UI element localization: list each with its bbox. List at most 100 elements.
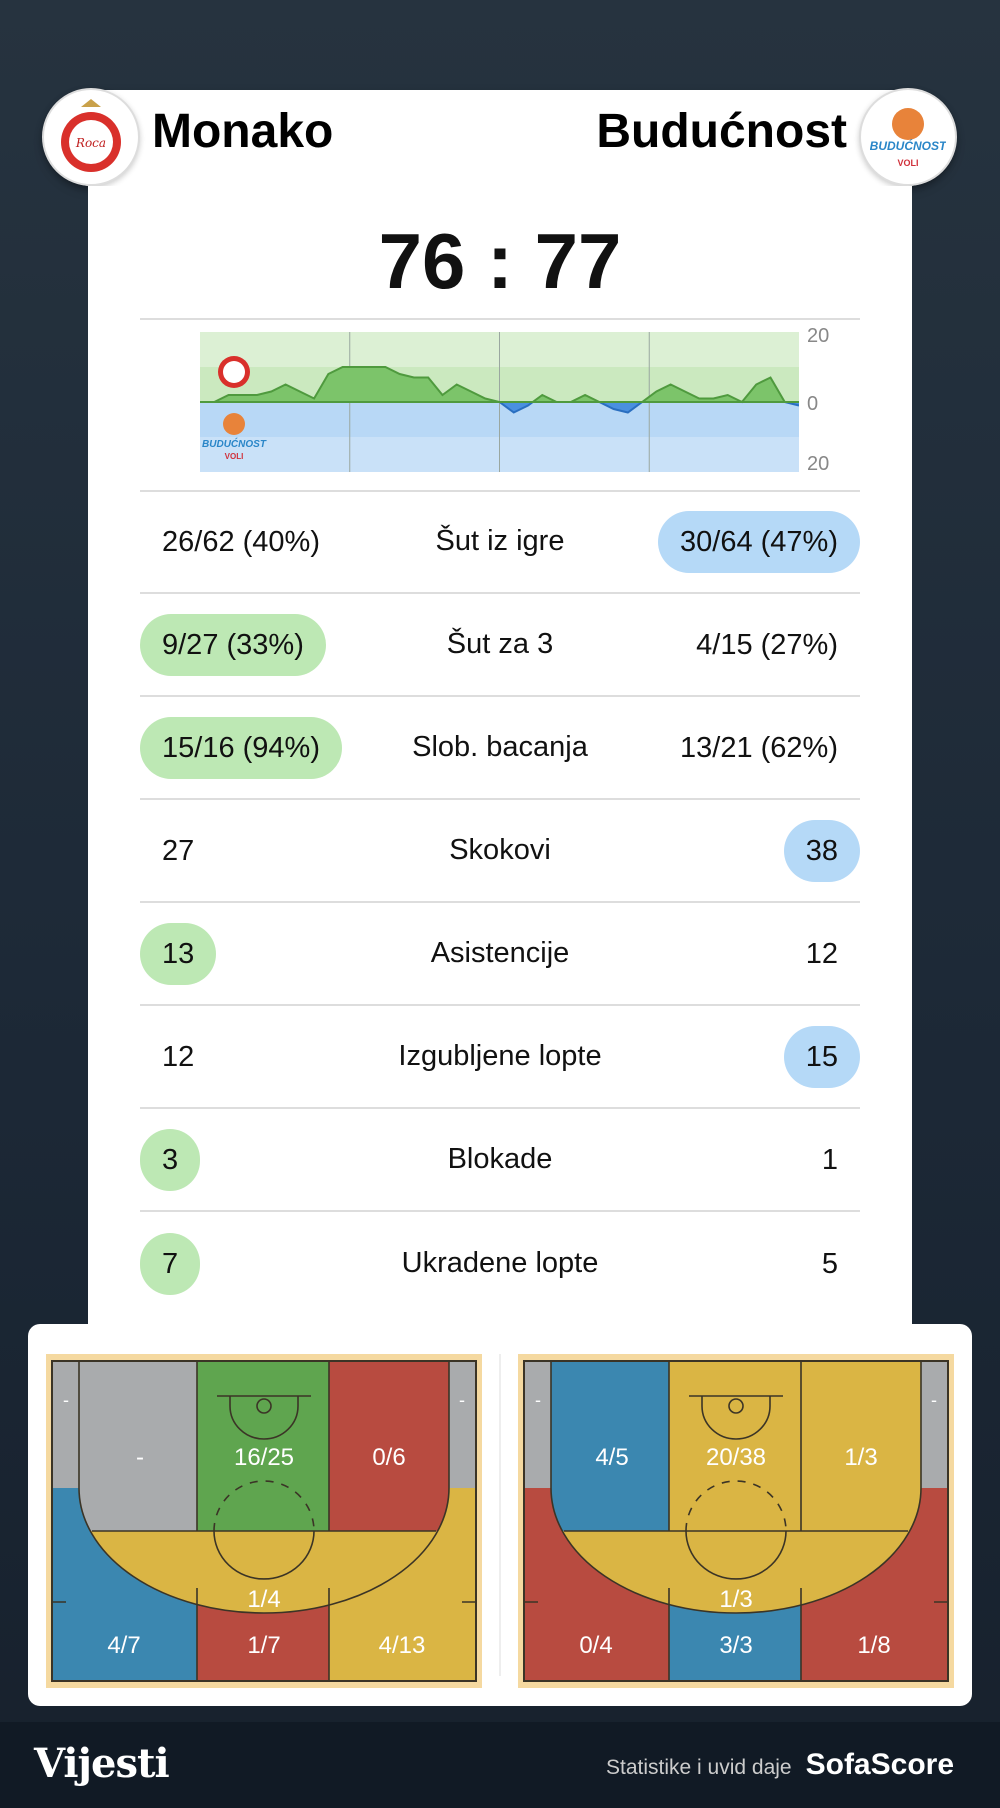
home-stat-value: 27 (162, 834, 195, 867)
zone-label-corner-right: - (459, 1390, 465, 1410)
svg-text:Roca: Roca (75, 136, 106, 150)
zone-label-corner-right: - (931, 1390, 937, 1410)
home-team-logo: Roca (42, 88, 140, 186)
zone-top-right (329, 1361, 449, 1531)
zone-label-three-center: 1/7 (247, 1632, 280, 1659)
stat-row: 27 Skokovi 38 (140, 800, 860, 903)
y-tick-label: 0 (807, 393, 818, 415)
free-throw-circle-top (213, 1480, 315, 1532)
restricted-arc (701, 1396, 771, 1440)
zone-label-three-left: 0/4 (579, 1632, 612, 1659)
stat-row: 13 Asistencije 12 (140, 903, 860, 1006)
away-stat-value: 30/64 (47%) (658, 510, 860, 573)
home-stat-value: 13 (140, 922, 217, 985)
home-team-name: Monako (152, 105, 334, 158)
final-score: 76 : 77 (88, 216, 912, 307)
free-throw-circle-bottom (213, 1530, 315, 1580)
match-header: Roca Monako Budućnost BUDUĆNOST VOLI (42, 88, 957, 186)
away-stat-value: 15 (783, 1025, 860, 1088)
zone-corner-right (921, 1361, 948, 1488)
away-shot-map: - - 4/5 20/38 1/3 1/3 0/4 3/3 1/8 (518, 1354, 954, 1688)
zone-corner-left (52, 1361, 79, 1488)
zone-label-top-left: - (136, 1444, 144, 1471)
stat-label: Ukradene lopte (401, 1247, 599, 1279)
svg-text:BUDUĆNOST: BUDUĆNOST (870, 138, 946, 153)
zone-label-top-right: 0/6 (372, 1444, 405, 1471)
stat-label: Izgubljene lopte (398, 1040, 602, 1072)
stat-label: Blokade (447, 1143, 553, 1175)
stat-row: 12 Izgubljene lopte 15 (140, 1006, 860, 1109)
away-stat-value: 1 (821, 1143, 838, 1176)
sofascore-logo[interactable]: SofaScore (805, 1748, 954, 1781)
away-stat-value: 38 (783, 819, 860, 882)
away-stat-value: 5 (821, 1247, 838, 1280)
three-point-line (78, 1361, 450, 1614)
away-stat-value: 13/21 (62%) (680, 731, 838, 764)
zone-label-three-right: 4/13 (379, 1632, 426, 1659)
zone-label-paint: 16/25 (234, 1444, 294, 1471)
divider (140, 318, 860, 320)
away-team-logo: BUDUĆNOST VOLI (859, 88, 957, 186)
stats-card: 76 : 77 20 0 20 BUDUĆNOST VOLI 26/62 (40%) Š… (88, 186, 912, 1326)
court-outline (523, 1360, 949, 1682)
away-mini-logo-sub: VOLI (225, 452, 244, 461)
zone-lines (564, 1361, 908, 1681)
hoop (256, 1398, 272, 1414)
credit: Statistike i uvid daje SofaScore (606, 1748, 954, 1782)
stat-row: 26/62 (40%) Šut iz igre 30/64 (47%) (140, 491, 860, 594)
zone-label-three-right: 1/8 (857, 1632, 890, 1659)
zone-paint (197, 1361, 329, 1531)
y-tick-label: 20 (807, 453, 829, 475)
zone-lines (92, 1361, 436, 1681)
home-stat-value: 15/16 (94%) (140, 716, 342, 779)
stat-row: 9/27 (33%) Šut za 3 4/15 (27%) (140, 594, 860, 697)
zone-label-mid-range: 1/3 (719, 1586, 752, 1613)
vijesti-logo[interactable]: Vijesti (34, 1740, 170, 1787)
home-stat-value: 7 (140, 1232, 201, 1295)
stat-label: Šut iz igre (435, 525, 565, 557)
stat-label: Slob. bacanja (412, 731, 588, 763)
stat-row: 3 Blokade 1 (140, 1109, 860, 1212)
zone-label-top-right: 1/3 (844, 1444, 877, 1471)
credit-text: Statistike i uvid daje (606, 1756, 792, 1779)
home-score: 76 (378, 217, 466, 305)
zone-label-mid-range: 1/4 (247, 1586, 280, 1613)
home-lead-area (200, 367, 799, 402)
home-lead-line (200, 366, 789, 402)
divider (499, 1354, 501, 1676)
free-throw-circle-top (685, 1480, 787, 1532)
zone-top-right (801, 1361, 921, 1531)
home-stat-value: 9/27 (33%) (140, 613, 326, 676)
zone-top-left (79, 1361, 197, 1531)
zone-label-three-left: 4/7 (107, 1632, 140, 1659)
zone-top-left (551, 1361, 669, 1531)
lead-chart: 20 0 20 BUDUĆNOST VOLI (200, 326, 829, 475)
svg-text:VOLI: VOLI (897, 158, 918, 168)
zone-label-corner-left: - (535, 1390, 541, 1410)
score-separator: : (487, 217, 513, 305)
three-point-line (550, 1361, 922, 1614)
zone-paint (669, 1361, 801, 1531)
zone-corner-right (449, 1361, 476, 1488)
zone-label-corner-left: - (63, 1390, 69, 1410)
home-mini-logo (218, 356, 250, 388)
stat-label: Šut za 3 (446, 628, 554, 660)
y-tick-label: 20 (807, 326, 829, 347)
away-stat-value: 12 (805, 937, 838, 970)
divider (140, 490, 860, 492)
stat-label: Skokovi (449, 834, 551, 866)
zone-label-paint: 20/38 (706, 1444, 766, 1471)
home-stat-value: 12 (162, 1040, 195, 1073)
away-team-name: Budućnost (596, 105, 847, 158)
stat-row: 15/16 (94%) Slob. bacanja 13/21 (62%) (140, 697, 860, 800)
footer: Vijesti Statistike i uvid daje SofaScore (0, 1722, 1000, 1808)
hoop (728, 1398, 744, 1414)
zone-corner-left (524, 1361, 551, 1488)
home-stat-value: 3 (140, 1128, 201, 1191)
court-outline (51, 1360, 477, 1682)
away-mini-logo-text: BUDUĆNOST (202, 437, 267, 450)
zone-label-three-center: 3/3 (719, 1632, 752, 1659)
away-score: 77 (534, 217, 622, 305)
away-mini-logo: BUDUĆNOST VOLI (202, 413, 267, 461)
away-stat-value: 4/15 (27%) (696, 628, 838, 661)
